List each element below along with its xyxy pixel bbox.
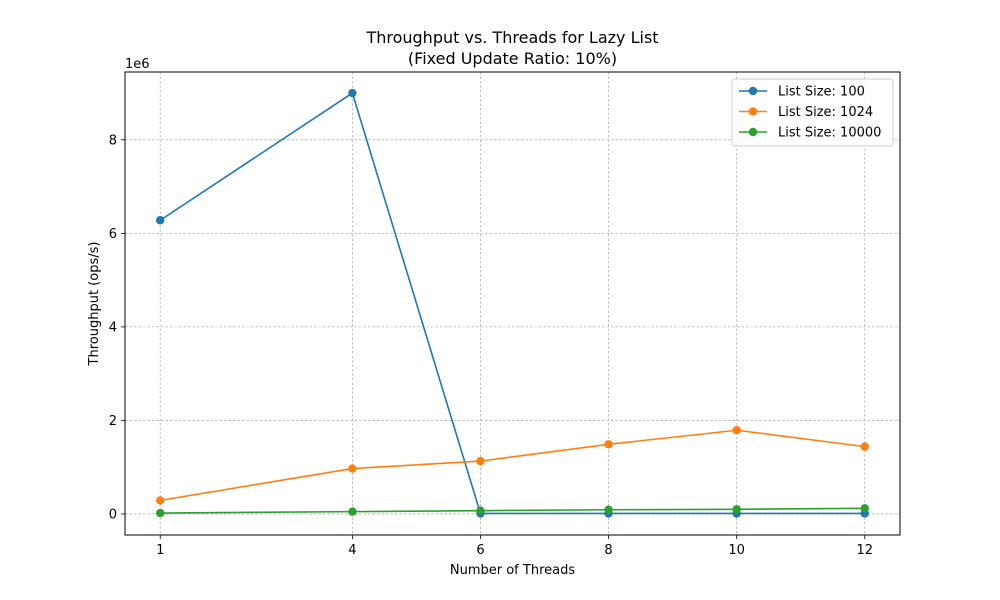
- series-2-point: [860, 442, 869, 451]
- chart-title-line-1: Throughput vs. Threads for Lazy List: [365, 28, 658, 47]
- x-tick-label: 12: [856, 543, 873, 558]
- legend-label-2: List Size: 1024: [778, 105, 873, 120]
- x-axis-ticks: 1 4 6 8 10 12: [156, 535, 873, 558]
- series-2-line: [160, 429, 865, 502]
- series-2-point: [476, 456, 485, 466]
- y-axis-label: Throughput (ops/s): [87, 242, 102, 367]
- series-2-point: [732, 426, 741, 435]
- series-3-point: [156, 508, 165, 518]
- y-tick-label: 0: [109, 507, 117, 522]
- series-layer: [156, 88, 869, 518]
- series-2-point: [604, 440, 613, 449]
- series-2-point: [156, 496, 165, 505]
- legend-label-1: List Size: 100: [778, 85, 865, 100]
- series-3-point: [476, 506, 485, 515]
- legend-marker-2: [748, 107, 758, 116]
- y-tick-label: 6: [109, 227, 117, 242]
- legend: List Size: 100 List Size: 1024 List Size: …: [731, 78, 894, 147]
- series-3: [156, 504, 869, 518]
- y-offset-label: 1e6: [125, 57, 150, 72]
- series-1-line: [159, 92, 865, 515]
- legend-label-3: List Size: 10000: [778, 126, 881, 141]
- series-1-point: [348, 88, 357, 98]
- x-tick-label: 8: [604, 543, 612, 558]
- y-tick-label: 2: [109, 414, 117, 429]
- x-tick-label: 1: [156, 543, 164, 558]
- series-1: [156, 88, 869, 518]
- y-tick-label: 8: [109, 133, 117, 148]
- series-2-point: [348, 464, 357, 473]
- chart-title-line-2: (Fixed Update Ratio: 10%): [408, 49, 617, 68]
- x-tick-label: 10: [728, 543, 745, 558]
- plot-frame: [124, 71, 901, 536]
- legend-frame: [731, 78, 894, 147]
- x-axis-label: Number of Threads: [450, 563, 575, 578]
- series-3-point: [732, 505, 741, 514]
- series-3-point: [860, 504, 869, 513]
- series-3-point: [348, 507, 357, 516]
- y-axis-ticks: 0 2 4 6 8: [109, 133, 125, 522]
- series-2: [156, 426, 869, 505]
- x-tick-label: 4: [348, 543, 356, 558]
- series-3-line: [160, 507, 865, 514]
- legend-marker-3: [748, 127, 758, 137]
- series-3-point: [604, 505, 613, 514]
- x-tick-label: 6: [476, 543, 484, 558]
- y-tick-label: 4: [109, 320, 117, 335]
- legend-marker-1: [748, 86, 758, 96]
- series-1-point: [156, 216, 165, 225]
